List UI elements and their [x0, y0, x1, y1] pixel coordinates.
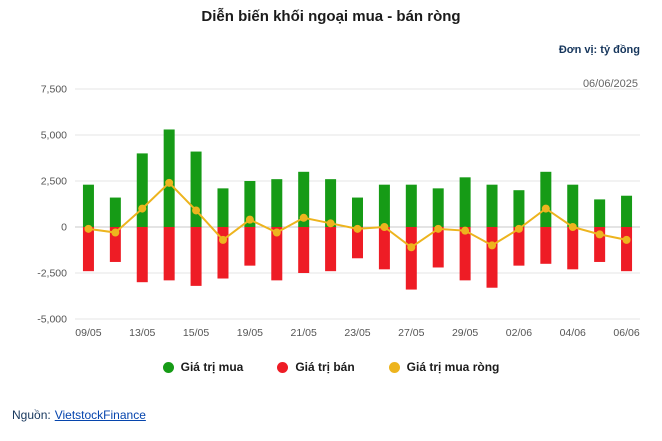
- x-axis-tick-label: 04/06: [560, 327, 586, 339]
- bar-sell: [325, 227, 337, 272]
- x-axis-tick-label: 23/05: [344, 327, 370, 339]
- x-axis-tick-label: 21/05: [291, 327, 317, 339]
- bar-buy: [244, 181, 256, 227]
- bar-sell: [271, 227, 283, 281]
- x-axis-tick-label: 29/05: [452, 327, 478, 339]
- net-point: [326, 219, 335, 228]
- y-axis-tick-label: 5,000: [41, 130, 67, 142]
- source-label: Nguồn:: [12, 408, 51, 422]
- bar-sell: [621, 227, 633, 272]
- unit-label: Đơn vị: tỷ đồng: [558, 44, 640, 56]
- chart-title: Diễn biến khối ngoại mua - bán ròng: [201, 8, 461, 25]
- bar-buy: [405, 184, 417, 227]
- legend-dot-icon: [277, 361, 289, 373]
- net-point: [407, 243, 416, 252]
- bar-buy: [352, 197, 363, 227]
- bar-buy: [217, 188, 229, 227]
- net-point: [111, 228, 120, 237]
- bar-sell: [567, 227, 579, 270]
- bar-buy: [621, 195, 633, 227]
- bar-sell: [217, 227, 229, 279]
- source-link[interactable]: VietstockFinance: [54, 408, 146, 422]
- bar-sell: [82, 227, 94, 272]
- net-point: [622, 235, 631, 244]
- net-point: [514, 224, 523, 233]
- legend-dot-icon: [388, 361, 400, 373]
- net-point: [165, 178, 174, 187]
- chart-legend: Giá trị mua Giá trị bán Giá trị mua ròng: [0, 360, 662, 374]
- bar-sell: [190, 227, 202, 286]
- bar-sell: [432, 227, 444, 268]
- net-point: [138, 204, 147, 213]
- bar-buy: [459, 177, 471, 227]
- net-point: [299, 213, 308, 222]
- net-point: [434, 224, 443, 233]
- bar-sell: [405, 227, 417, 290]
- net-point: [380, 223, 389, 231]
- legend-label: Giá trị mua: [180, 360, 244, 374]
- bar-buy: [325, 179, 337, 227]
- net-point: [353, 224, 362, 233]
- bar-buy: [594, 199, 606, 227]
- net-point: [488, 241, 497, 250]
- bar-buy: [486, 184, 498, 227]
- net-point: [595, 230, 604, 239]
- bar-sell: [459, 227, 471, 281]
- bar-sell: [136, 227, 148, 283]
- net-point: [272, 228, 281, 237]
- net-point: [192, 206, 201, 215]
- bar-sell: [378, 227, 390, 270]
- bar-buy: [271, 179, 283, 227]
- bar-buy: [432, 188, 444, 227]
- bar-sell: [540, 227, 552, 264]
- x-axis-tick-label: 06/06: [613, 327, 639, 339]
- source: Nguồn: VietstockFinance: [12, 408, 146, 422]
- x-axis-tick-label: 19/05: [237, 327, 263, 339]
- y-axis-tick-label: 2,500: [41, 176, 67, 188]
- bar-buy: [540, 171, 552, 227]
- y-axis-tick-label: -2,500: [37, 268, 67, 280]
- bar-buy: [163, 129, 175, 227]
- bar-buy: [298, 171, 310, 227]
- y-axis-tick-label: 7,500: [41, 84, 67, 96]
- net-point: [568, 223, 577, 231]
- bar-buy: [82, 184, 94, 227]
- bar-buy: [513, 190, 525, 227]
- net-point: [84, 224, 93, 233]
- net-point: [541, 204, 550, 213]
- bar-sell: [352, 227, 363, 259]
- x-axis-tick-label: 09/05: [75, 327, 101, 339]
- x-axis-tick-label: 15/05: [183, 327, 209, 339]
- bar-sell: [486, 227, 498, 288]
- bar-sell: [594, 227, 606, 262]
- bar-sell: [298, 227, 310, 273]
- net-point: [461, 226, 470, 235]
- x-axis-tick-label: 27/05: [398, 327, 424, 339]
- bar-buy: [378, 184, 390, 227]
- legend-item: Giá trị bán: [277, 360, 355, 374]
- bar-sell: [109, 227, 121, 262]
- bar-buy: [109, 197, 121, 227]
- bar-sell: [163, 227, 175, 281]
- bar-sell: [513, 227, 525, 266]
- y-axis-tick-label: 0: [61, 222, 67, 234]
- legend-dot-icon: [162, 361, 174, 373]
- chart-svg: -5,000 -2,500 0 2,500 5,000 7,500 09/05 13/05 15…: [37, 84, 640, 339]
- date-label: 06/06/2025: [582, 78, 638, 90]
- x-axis-tick-label: 13/05: [129, 327, 155, 339]
- bar-buy: [190, 151, 202, 227]
- legend-label: Giá trị mua ròng: [406, 360, 500, 374]
- legend-item: Giá trị mua: [162, 360, 244, 374]
- legend-item: Giá trị mua ròng: [388, 360, 500, 374]
- legend-label: Giá trị bán: [295, 360, 355, 374]
- net-point: [218, 235, 227, 244]
- x-axis-tick-label: 02/06: [506, 327, 532, 339]
- bar-buy: [136, 153, 148, 227]
- net-point: [245, 215, 254, 224]
- bar-sell: [244, 227, 256, 266]
- bar-buy: [567, 184, 579, 227]
- y-axis-tick-label: -5,000: [37, 314, 67, 326]
